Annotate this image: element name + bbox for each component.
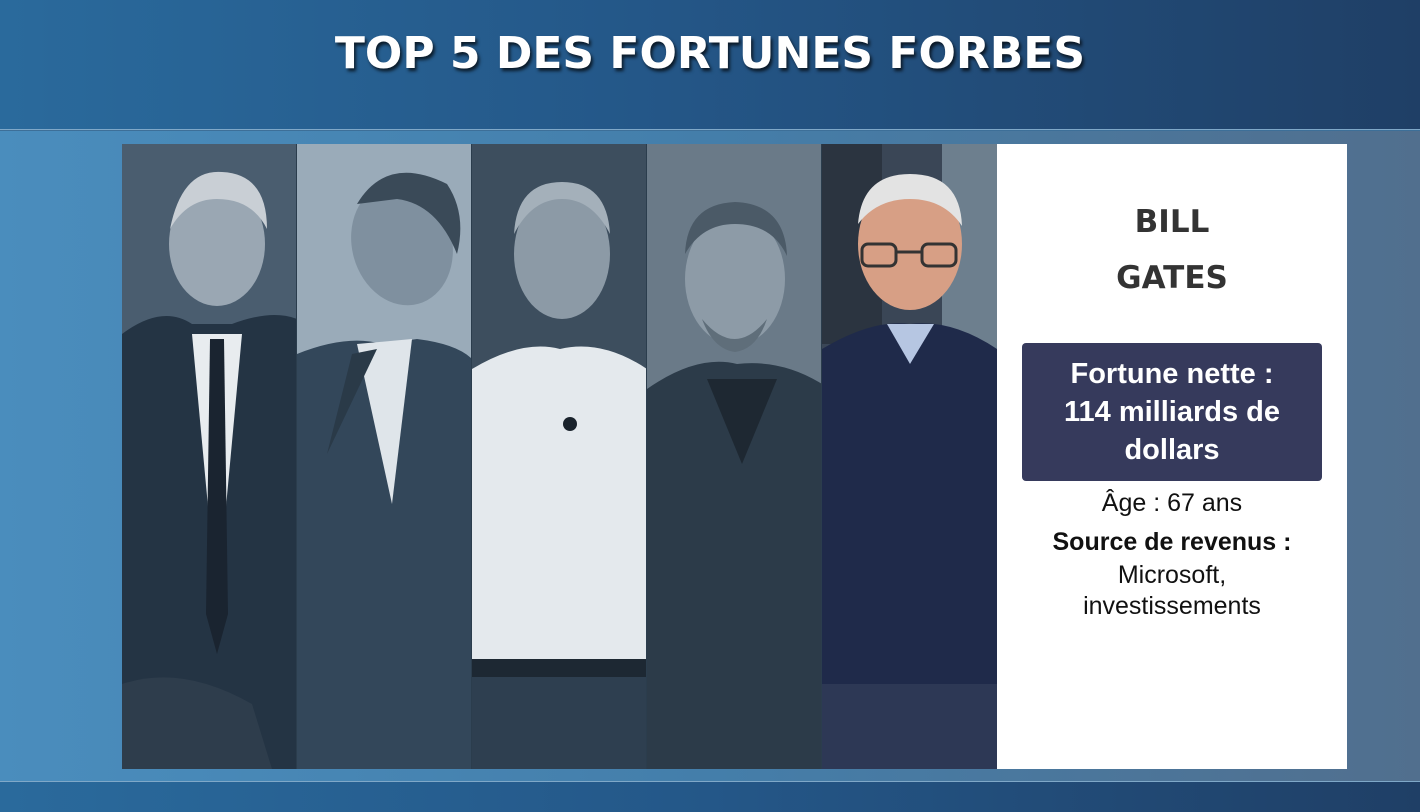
profile-card: BILL GATES Fortune nette : 114 milliards… bbox=[997, 144, 1347, 769]
person-portrait-icon bbox=[647, 144, 821, 769]
header-banner: TOP 5 DES FORTUNES FORBES bbox=[0, 0, 1420, 130]
source-label: Source de revenus : bbox=[1052, 528, 1292, 556]
source-line: Microsoft, bbox=[1117, 561, 1227, 589]
person-portrait-icon bbox=[472, 144, 646, 769]
fortune-line: 114 milliards de bbox=[1063, 396, 1280, 428]
person-portrait-icon bbox=[122, 144, 296, 769]
portrait-strip bbox=[122, 144, 997, 769]
fortune-line: dollars bbox=[1124, 434, 1220, 466]
fortune-box: Fortune nette : 114 milliards de dollars bbox=[1022, 343, 1322, 481]
source-line: investissements bbox=[1083, 592, 1261, 620]
portrait-4 bbox=[647, 144, 822, 769]
fortune-line: Fortune nette : bbox=[1070, 358, 1274, 390]
last-name: GATES bbox=[1116, 260, 1228, 296]
first-name: BILL bbox=[1134, 204, 1210, 240]
portrait-5 bbox=[822, 144, 997, 769]
footer-banner bbox=[0, 781, 1420, 812]
page-title: TOP 5 DES FORTUNES FORBES bbox=[334, 28, 1086, 79]
source-value: Microsoft, investissements bbox=[997, 560, 1347, 622]
person-portrait-icon bbox=[822, 144, 997, 769]
person-portrait-icon bbox=[297, 144, 471, 769]
portrait-1 bbox=[122, 144, 297, 769]
portrait-2 bbox=[297, 144, 472, 769]
age-text: Âge : 67 ans bbox=[1101, 489, 1243, 517]
portrait-3 bbox=[472, 144, 647, 769]
